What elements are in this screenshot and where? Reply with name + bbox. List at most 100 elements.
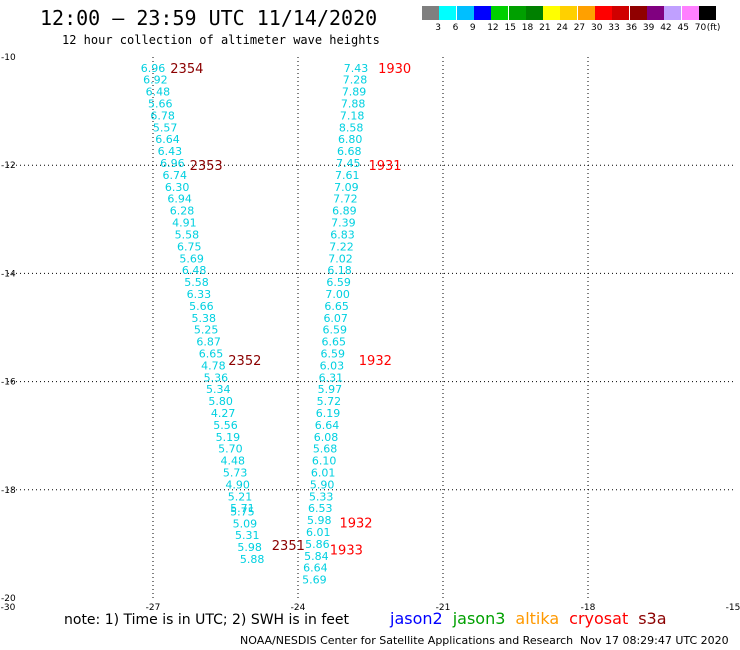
colorbar-label: 39 bbox=[642, 23, 655, 33]
satellite-name: jason2 bbox=[390, 609, 443, 628]
wave-height-value: 6.65 bbox=[322, 336, 347, 349]
wave-height-value: 7.39 bbox=[331, 217, 356, 230]
wave-height-value: 6.01 bbox=[306, 526, 331, 539]
wave-height-value: 6.03 bbox=[320, 359, 345, 372]
wave-height-value: 6.59 bbox=[321, 347, 346, 360]
wave-height-value: 6.28 bbox=[170, 205, 195, 218]
pass-time-label: 1932 bbox=[359, 354, 392, 369]
wave-height-value: 6.92 bbox=[143, 74, 168, 87]
pass-time-label: 1932 bbox=[339, 516, 372, 531]
wave-height-value: 6.83 bbox=[330, 228, 355, 241]
wave-height-value: 6.80 bbox=[338, 133, 363, 146]
wave-height-value: 6.48 bbox=[182, 264, 207, 277]
colorbar-swatch bbox=[612, 6, 630, 20]
wave-height-value: 5.88 bbox=[240, 553, 265, 566]
wave-height-value: 6.64 bbox=[155, 133, 180, 146]
y-tick-label: -20 bbox=[1, 594, 16, 604]
data-points: 6.966.926.485.666.785.576.646.436.966.74… bbox=[141, 62, 369, 587]
colorbar-swatch bbox=[577, 6, 595, 20]
wave-height-value: 6.08 bbox=[314, 431, 339, 444]
wave-height-value: 6.96 bbox=[141, 62, 166, 75]
wave-height-value: 5.97 bbox=[318, 383, 343, 396]
colorbar-swatch bbox=[560, 6, 578, 20]
colorbar-label: 42 bbox=[660, 23, 672, 33]
gridlines bbox=[8, 57, 733, 598]
chart-subtitle: 12 hour collection of altimeter wave hei… bbox=[62, 33, 380, 47]
x-tick-label: -15 bbox=[726, 603, 740, 613]
x-tick-label: -27 bbox=[146, 603, 161, 613]
wave-height-value: 6.43 bbox=[158, 145, 183, 158]
pass-time-label: 1933 bbox=[330, 543, 363, 558]
colorbar-label: 6 bbox=[452, 23, 459, 33]
wave-height-value: 6.10 bbox=[312, 455, 337, 468]
colorbar-swatch bbox=[525, 6, 543, 20]
wave-height-value: 7.02 bbox=[328, 252, 353, 265]
wave-height-value: 5.69 bbox=[179, 252, 204, 265]
colorbar-swatch bbox=[456, 6, 474, 20]
time-labels: 2354 2353 2352 2351 1930 1931 1932 1932 1933 bbox=[170, 62, 411, 558]
pass-time-label: 1931 bbox=[368, 159, 401, 174]
wave-height-value: 7.28 bbox=[343, 74, 368, 87]
colorbar-label: 70 bbox=[694, 23, 707, 33]
wave-height-value: 6.89 bbox=[332, 205, 357, 218]
wave-height-value: 7.45 bbox=[336, 157, 361, 170]
colorbar-label: 45 bbox=[677, 23, 689, 33]
wave-height-value: 7.88 bbox=[341, 98, 366, 111]
wave-height-value: 6.01 bbox=[311, 466, 336, 479]
wave-height-value: 7.72 bbox=[333, 193, 358, 206]
x-tick-label: -24 bbox=[291, 603, 306, 613]
wave-height-value: 4.48 bbox=[221, 455, 246, 468]
wave-height-value: 5.57 bbox=[153, 121, 178, 134]
wave-height-value: 5.21 bbox=[228, 490, 253, 503]
wave-height-value: 7.43 bbox=[344, 62, 369, 75]
wave-height-value: 7.89 bbox=[342, 86, 367, 99]
wave-height-value: 4.27 bbox=[211, 407, 236, 420]
wave-height-value: 4.90 bbox=[225, 478, 250, 491]
wave-height-value: 5.36 bbox=[204, 371, 229, 384]
wave-height-value: 5.98 bbox=[237, 541, 262, 554]
satellite-name: cryosat bbox=[569, 609, 629, 628]
wave-height-value: 6.30 bbox=[165, 181, 190, 194]
wave-height-value: 6.65 bbox=[199, 347, 224, 360]
wave-height-value: 6.64 bbox=[303, 562, 328, 575]
pass-time-label: 1930 bbox=[378, 62, 411, 77]
wave-height-value: 5.80 bbox=[208, 395, 233, 408]
wave-height-value: 5.09 bbox=[233, 517, 258, 530]
wave-height-value: 5.98 bbox=[307, 514, 332, 527]
wave-height-value: 8.58 bbox=[339, 121, 364, 134]
wave-height-value: 5.66 bbox=[148, 98, 173, 111]
wave-height-value: 6.48 bbox=[146, 86, 171, 99]
x-tick-label: -21 bbox=[436, 603, 451, 613]
wave-height-value: 6.65 bbox=[324, 300, 349, 313]
satellite-name: jason3 bbox=[452, 609, 506, 628]
wave-height-value: 6.18 bbox=[327, 264, 352, 277]
wave-height-value: 6.59 bbox=[326, 276, 351, 289]
colorbar-label: 3 bbox=[435, 23, 442, 33]
colorbar-label: 27 bbox=[573, 23, 586, 33]
wave-height-value: 5.58 bbox=[184, 276, 209, 289]
wave-height-value: 7.18 bbox=[340, 109, 365, 122]
colorbar-label: 36 bbox=[625, 23, 638, 33]
wave-height-value: 6.53 bbox=[308, 502, 333, 515]
wave-height-value: 5.70 bbox=[218, 443, 243, 456]
colorbar-swatch bbox=[543, 6, 561, 20]
colorbar-swatch bbox=[681, 6, 699, 20]
chart-title: 12:00 – 23:59 UTC 11/14/2020 bbox=[40, 6, 378, 30]
credit-line: NOAA/NESDIS Center for Satellite Applica… bbox=[240, 634, 574, 647]
colorbar-label: 12 bbox=[487, 23, 499, 33]
y-tick-label: -14 bbox=[1, 269, 16, 279]
wave-height-value: 4.78 bbox=[201, 359, 226, 372]
satellite-name: altika bbox=[515, 609, 560, 628]
colorbar-label: 33 bbox=[608, 23, 620, 33]
colorbar-swatch bbox=[595, 6, 612, 20]
wave-height-value: 6.19 bbox=[316, 407, 341, 420]
colorbar-label: 15 bbox=[504, 23, 516, 33]
wave-height-value: 7.61 bbox=[335, 169, 360, 182]
colorbar-swatch bbox=[422, 6, 439, 20]
satellite-legend: jason2 jason3 altika cryosat s3a bbox=[390, 609, 677, 628]
colorbar-swatch bbox=[629, 6, 647, 20]
wave-height-value: 6.96 bbox=[160, 157, 185, 170]
wave-height-value: 6.33 bbox=[187, 288, 212, 301]
wave-height-value: 6.75 bbox=[177, 240, 202, 253]
pass-time-label: 2354 bbox=[170, 62, 203, 77]
